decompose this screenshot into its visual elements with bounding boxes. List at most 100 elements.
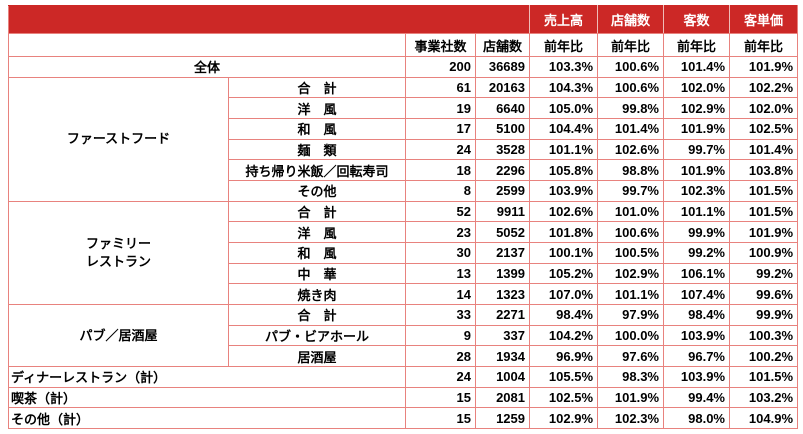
value-cell: 100.2%	[729, 345, 798, 367]
value-cell: 18	[405, 159, 476, 181]
value-cell: 8	[405, 179, 476, 202]
subcategory-label-cell: 合 計	[228, 76, 406, 99]
value-cell: 102.3%	[597, 407, 664, 429]
value-cell: 101.0%	[597, 200, 664, 223]
value-cell: 102.2%	[729, 76, 798, 99]
value-cell: 1399	[475, 262, 530, 285]
subcategory-label-cell: 焼き肉	[228, 283, 406, 305]
table-row: 洋 風 23 5052 101.8% 100.6% 99.9% 101.9%	[9, 221, 798, 243]
value-cell: 103.2%	[729, 386, 798, 409]
value-cell: 14	[405, 283, 476, 305]
value-cell: 100.5%	[597, 241, 664, 264]
value-cell: 104.3%	[529, 76, 598, 99]
value-cell: 100.6%	[597, 56, 664, 78]
value-cell: 101.8%	[529, 221, 598, 243]
category-total-label-cell: ディナーレストラン（計）	[8, 365, 406, 388]
subcategory-label-cell: 居酒屋	[228, 345, 406, 367]
value-cell: 23	[405, 221, 476, 243]
value-cell: 52	[405, 200, 476, 223]
header-yoy-sales: 前年比	[529, 33, 598, 57]
value-cell: 107.0%	[529, 283, 598, 305]
value-cell: 101.9%	[729, 56, 798, 78]
value-cell: 101.5%	[729, 179, 798, 202]
value-cell: 1934	[475, 345, 530, 367]
table-row: パブ・ビアホール 9 337 104.2% 100.0% 103.9% 100.3%	[9, 324, 798, 347]
header-store-count: 店舗数	[475, 33, 530, 57]
value-cell: 101.5%	[729, 200, 798, 223]
value-cell: 99.9%	[663, 221, 730, 243]
value-cell: 99.8%	[597, 97, 664, 119]
table-row: 全体 200 36689 103.3% 100.6% 101.4% 101.9%	[8, 56, 798, 78]
header-empty-cell	[8, 5, 530, 34]
value-cell: 102.0%	[663, 76, 730, 99]
subcategory-label-cell: その他	[228, 179, 406, 202]
value-cell: 99.4%	[663, 386, 730, 409]
value-cell: 98.8%	[597, 159, 664, 181]
value-cell: 19	[405, 97, 476, 119]
value-cell: 102.5%	[529, 386, 598, 409]
value-cell: 15	[405, 407, 476, 429]
header-row-top: 売上高 店舗数 客数 客単価	[8, 5, 798, 34]
value-cell: 9911	[475, 200, 530, 223]
table-row: 持ち帰り米飯／回転寿司 18 2296 105.8% 98.8% 101.9% 103.8%	[9, 159, 798, 181]
value-cell: 105.8%	[529, 159, 598, 181]
value-cell: 61	[405, 76, 476, 99]
table-row: ファーストフード合 計 61 20163 104.3% 100.6% 102.0% 102.…	[8, 76, 798, 202]
table-row: その他（計） 15 1259 102.9% 102.3% 98.0% 104.9%	[8, 407, 798, 429]
header-yoy-stores: 前年比	[597, 33, 664, 57]
table-row: 洋 風 19 6640 105.0% 99.8% 102.9% 102.0%	[9, 97, 798, 119]
value-cell: 24	[405, 365, 476, 388]
table-row: パブ／居酒屋合 計 33 2271 98.4% 97.9% 98.4% 99.9%	[8, 303, 798, 367]
value-cell: 3528	[475, 138, 530, 161]
header-row-sub: 事業社数 店舗数 前年比 前年比 前年比 前年比	[8, 33, 798, 57]
table-row: 焼き肉 14 1323 107.0% 101.1% 107.4% 99.6%	[9, 283, 798, 305]
value-cell: 99.6%	[729, 283, 798, 305]
value-cell: 102.6%	[597, 138, 664, 161]
value-cell: 99.7%	[663, 138, 730, 161]
value-cell: 102.3%	[663, 179, 730, 202]
header-yoy-unit-price: 前年比	[729, 33, 798, 57]
value-cell: 103.3%	[529, 56, 598, 78]
subcategory-label-cell: 和 風	[228, 241, 406, 264]
value-cell: 102.6%	[529, 200, 598, 223]
value-cell: 2137	[475, 241, 530, 264]
value-cell: 99.9%	[729, 303, 798, 326]
value-cell: 36689	[475, 56, 530, 78]
value-cell: 96.7%	[663, 345, 730, 367]
value-cell: 101.4%	[597, 117, 664, 140]
value-cell: 24	[405, 138, 476, 161]
header-yoy-customers: 前年比	[663, 33, 730, 57]
value-cell: 103.8%	[729, 159, 798, 181]
value-cell: 15	[405, 386, 476, 409]
value-cell: 102.9%	[597, 262, 664, 285]
subcategory-label-cell: 洋 風	[228, 97, 406, 119]
table-row: ファミリー レストラン合 計 52 9911 102.6% 101.0% 101.1% 10…	[8, 200, 798, 305]
header-empty-cell	[8, 33, 406, 57]
value-cell: 105.2%	[529, 262, 598, 285]
value-cell: 104.4%	[529, 117, 598, 140]
value-cell: 105.0%	[529, 97, 598, 119]
value-cell: 101.5%	[729, 365, 798, 388]
table-row: 麺 類 24 3528 101.1% 102.6% 99.7% 101.4%	[9, 138, 798, 161]
subcategory-label-cell: 中 華	[228, 262, 406, 285]
table-row: 和 風 17 5100 104.4% 101.4% 101.9% 102.5%	[9, 117, 798, 140]
value-cell: 337	[475, 324, 530, 347]
value-cell: 105.5%	[529, 365, 598, 388]
value-cell: 102.9%	[663, 97, 730, 119]
value-cell: 107.4%	[663, 283, 730, 305]
value-cell: 101.9%	[597, 386, 664, 409]
statistics-table-container: 売上高 店舗数 客数 客単価 事業社数 店舗数 前年比 前年比 前年比 前年比 …	[8, 5, 798, 429]
value-cell: 17	[405, 117, 476, 140]
value-cell: 102.5%	[729, 117, 798, 140]
value-cell: 98.0%	[663, 407, 730, 429]
value-cell: 99.2%	[663, 241, 730, 264]
value-cell: 97.6%	[597, 345, 664, 367]
value-cell: 200	[405, 56, 476, 78]
value-cell: 102.9%	[529, 407, 598, 429]
value-cell: 101.9%	[729, 221, 798, 243]
group-label-cell: パブ／居酒屋	[8, 303, 229, 367]
value-cell: 30	[405, 241, 476, 264]
header-sales: 売上高	[529, 5, 598, 34]
value-cell: 99.7%	[597, 179, 664, 202]
value-cell: 33	[405, 303, 476, 326]
